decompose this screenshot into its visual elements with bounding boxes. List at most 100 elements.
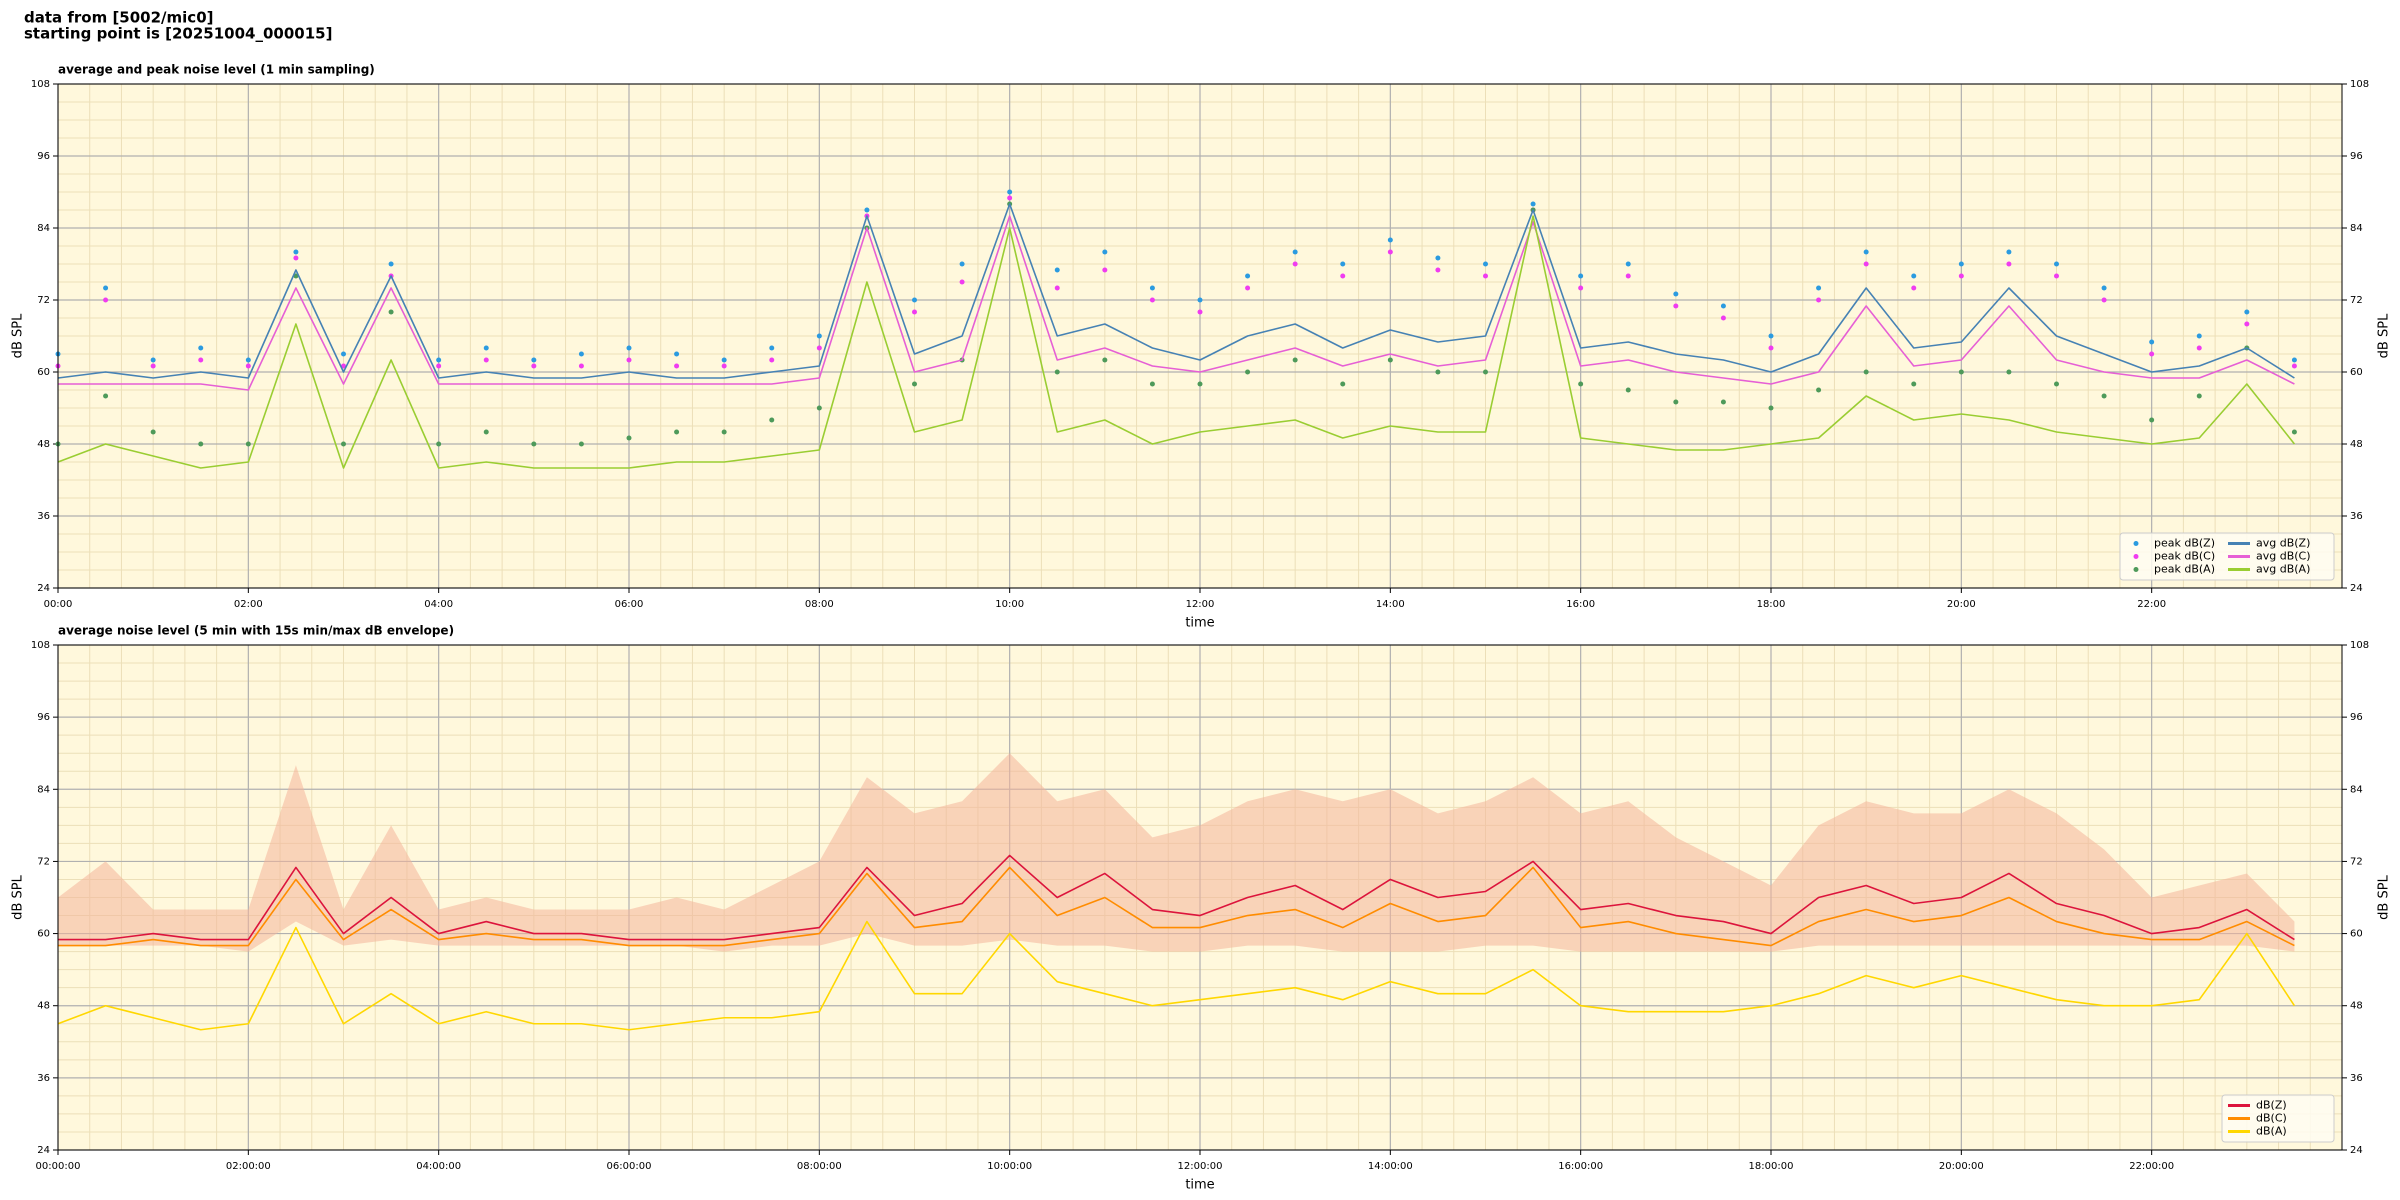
peak-point bbox=[1958, 369, 1964, 375]
peak-point bbox=[1054, 285, 1060, 291]
peak-point bbox=[1911, 381, 1917, 387]
y-tick-label: 72 bbox=[37, 295, 50, 306]
peak-point bbox=[436, 363, 442, 369]
peak-point bbox=[1197, 309, 1203, 315]
series-line bbox=[58, 854, 2295, 941]
envelope-band bbox=[58, 753, 2295, 952]
y-tick-label: 36 bbox=[37, 1073, 50, 1084]
y-tick-label-right: 96 bbox=[2350, 712, 2363, 723]
legend-marker bbox=[2133, 567, 2139, 572]
y-tick-label: 60 bbox=[37, 367, 50, 378]
legend-label: dB(Z) bbox=[2256, 1099, 2287, 1112]
x-tick-label: 04:00:00 bbox=[416, 1161, 461, 1172]
peak-point bbox=[1435, 267, 1441, 273]
peak-point bbox=[150, 357, 156, 363]
peak-point bbox=[912, 309, 917, 315]
peak-point bbox=[2149, 339, 2155, 345]
legend-label: avg dB(C) bbox=[2256, 550, 2311, 563]
peak-point bbox=[1768, 333, 1774, 339]
peak-point bbox=[912, 297, 917, 303]
peak-point bbox=[626, 435, 632, 441]
peak-point bbox=[626, 345, 632, 351]
peak-point bbox=[1625, 387, 1631, 393]
peak-point bbox=[1007, 195, 1013, 201]
peak-point bbox=[103, 297, 109, 303]
peak-point bbox=[2101, 393, 2107, 399]
peak-point bbox=[150, 363, 156, 369]
peak-point bbox=[2006, 261, 2012, 267]
peak-point bbox=[2244, 309, 2250, 315]
subplot-title: average noise level (5 min with 15s min/… bbox=[58, 624, 454, 638]
peak-point bbox=[1625, 261, 1631, 267]
y-tick-label-right: 24 bbox=[2350, 1145, 2363, 1156]
peak-point bbox=[2149, 417, 2155, 423]
peak-point bbox=[1483, 273, 1488, 279]
peak-point bbox=[1958, 261, 1964, 267]
peak-point bbox=[1483, 261, 1488, 267]
y-axis-label-right: dB SPL bbox=[2377, 313, 2392, 358]
peak-point bbox=[864, 207, 870, 213]
x-tick-label: 20:00 bbox=[1947, 599, 1976, 610]
peak-point bbox=[1292, 249, 1298, 255]
peak-point bbox=[1292, 261, 1298, 267]
y-tick-label-right: 48 bbox=[2350, 1001, 2363, 1012]
peak-point bbox=[1816, 285, 1822, 291]
peak-point bbox=[769, 357, 775, 363]
legend-marker bbox=[2133, 541, 2139, 546]
y-tick-label-right: 84 bbox=[2350, 223, 2363, 234]
peak-point bbox=[1387, 357, 1393, 363]
x-tick-label: 08:00:00 bbox=[797, 1161, 842, 1172]
x-axis-label: time bbox=[1185, 1178, 1214, 1193]
legend-marker bbox=[2133, 554, 2139, 559]
x-axis-label: time bbox=[1185, 616, 1214, 631]
peak-point bbox=[483, 429, 489, 435]
peak-point bbox=[2244, 321, 2250, 327]
peak-point bbox=[1720, 399, 1726, 405]
peak-point bbox=[769, 345, 775, 351]
peak-point bbox=[198, 357, 204, 363]
y-axis-label: dB SPL bbox=[11, 313, 26, 358]
header-line: starting point is [20251004_000015] bbox=[24, 25, 332, 43]
peak-point bbox=[816, 333, 822, 339]
y-tick-label: 48 bbox=[37, 1001, 50, 1012]
peak-point bbox=[1768, 405, 1774, 411]
peak-point bbox=[1102, 267, 1108, 273]
peak-point bbox=[1197, 381, 1203, 387]
y-tick-label-right: 72 bbox=[2350, 295, 2363, 306]
peak-point bbox=[1435, 255, 1441, 261]
peak-point bbox=[2054, 273, 2059, 279]
peak-point bbox=[1673, 291, 1679, 297]
peak-point bbox=[1720, 303, 1726, 309]
peak-point bbox=[1197, 297, 1203, 303]
peak-point bbox=[1102, 249, 1108, 255]
peak-point bbox=[1768, 345, 1774, 351]
x-tick-label: 08:00 bbox=[805, 599, 834, 610]
peak-point bbox=[1149, 297, 1155, 303]
peak-point bbox=[674, 429, 680, 435]
peak-point bbox=[2006, 249, 2012, 255]
y-tick-label: 96 bbox=[37, 151, 50, 162]
x-tick-label: 14:00:00 bbox=[1368, 1161, 1413, 1172]
x-tick-label: 22:00:00 bbox=[2129, 1161, 2174, 1172]
peak-point bbox=[245, 441, 251, 447]
peak-point bbox=[959, 279, 965, 285]
peak-point bbox=[721, 357, 727, 363]
peak-point bbox=[1863, 261, 1869, 267]
y-tick-label-right: 24 bbox=[2350, 583, 2363, 594]
peak-point bbox=[1245, 273, 1251, 279]
peak-point bbox=[578, 363, 584, 369]
peak-point bbox=[198, 441, 204, 447]
y-tick-label-right: 108 bbox=[2350, 79, 2369, 90]
peak-point bbox=[1578, 381, 1584, 387]
peak-point bbox=[245, 357, 251, 363]
peak-point bbox=[1911, 285, 1917, 291]
peak-point bbox=[293, 255, 299, 261]
peak-point bbox=[1625, 273, 1631, 279]
legend-label: peak dB(A) bbox=[2154, 563, 2215, 576]
peak-point bbox=[1245, 285, 1251, 291]
y-tick-label: 60 bbox=[37, 929, 50, 940]
peak-point bbox=[103, 285, 109, 291]
peak-point bbox=[1483, 369, 1488, 375]
y-tick-label: 108 bbox=[31, 640, 50, 651]
